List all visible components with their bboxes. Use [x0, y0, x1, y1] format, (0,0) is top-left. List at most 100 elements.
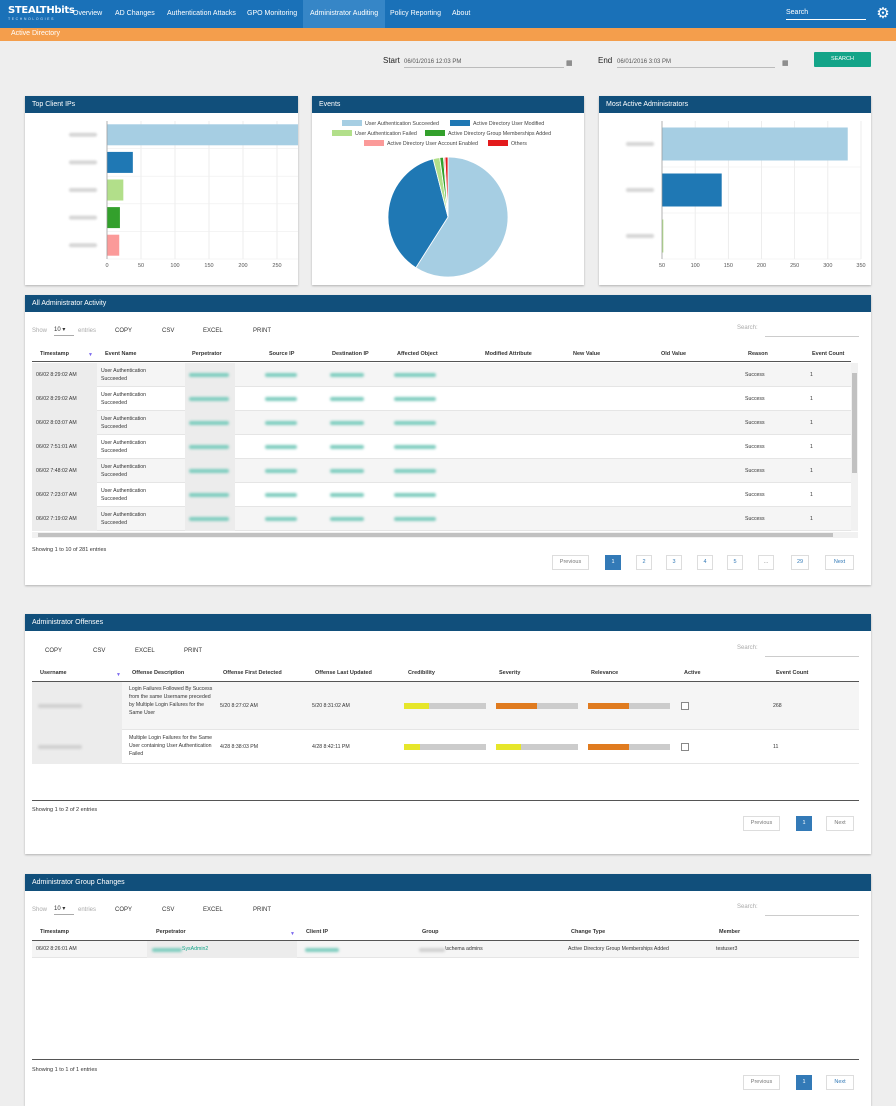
column-header[interactable]: Modified Attribute: [485, 351, 532, 357]
search-button[interactable]: SEARCH: [814, 52, 871, 67]
horizontal-scrollbar[interactable]: [32, 532, 858, 538]
perpetrator-redacted[interactable]: [189, 421, 229, 425]
column-header[interactable]: Offense Last Updated: [315, 670, 372, 676]
gear-icon[interactable]: ⚙: [876, 5, 890, 22]
end-date-input[interactable]: 06/01/2016 3:03 PM: [617, 56, 775, 68]
perpetrator-cell[interactable]: SysAdmin2: [182, 946, 209, 952]
page-button[interactable]: Next: [826, 816, 854, 831]
column-header[interactable]: Perpetrator: [192, 351, 222, 357]
destination-ip-redacted[interactable]: [330, 517, 364, 521]
excel-button[interactable]: EXCEL: [135, 648, 155, 654]
column-header[interactable]: Active: [684, 670, 701, 676]
sort-desc-icon[interactable]: ▼: [88, 352, 93, 358]
affected-object-redacted[interactable]: [394, 373, 436, 377]
page-button[interactable]: 29: [791, 555, 809, 570]
affected-object-redacted[interactable]: [394, 397, 436, 401]
print-button[interactable]: PRINT: [184, 648, 202, 654]
client-ip-redacted[interactable]: [305, 948, 339, 952]
copy-button[interactable]: COPY: [115, 907, 133, 913]
table-search-input[interactable]: [765, 325, 859, 337]
nav-about[interactable]: About: [452, 10, 471, 17]
page-button[interactable]: Previous: [743, 1075, 780, 1090]
page-button[interactable]: Next: [826, 1075, 854, 1090]
table-row[interactable]: 06/02 8:29:02 AM User Authentication Succ…: [32, 387, 851, 411]
csv-button[interactable]: CSV: [93, 648, 106, 654]
column-header[interactable]: Old Value: [661, 351, 687, 357]
table-row[interactable]: 06/02 7:19:02 AM User Authentication Succ…: [32, 507, 851, 531]
table-row[interactable]: 06/02 8:26:01 AM SysAdmin2 \schema admins A…: [32, 941, 859, 958]
table-search-input[interactable]: [765, 645, 859, 657]
column-header[interactable]: Timestamp: [40, 929, 69, 935]
page-button[interactable]: 1: [796, 816, 812, 831]
csv-button[interactable]: CSV: [162, 907, 175, 913]
source-ip-redacted[interactable]: [265, 421, 297, 425]
brand-logo[interactable]: STEALTHbits TECHNOLOGIES: [8, 5, 75, 21]
column-header[interactable]: Event Count: [776, 670, 809, 676]
nav-ad-changes[interactable]: AD Changes: [115, 10, 155, 17]
table-row[interactable]: 06/02 8:03:07 AM User Authentication Succ…: [32, 411, 851, 435]
column-header[interactable]: Member: [719, 929, 741, 935]
active-checkbox[interactable]: [681, 743, 689, 751]
page-button[interactable]: Previous: [552, 555, 589, 570]
destination-ip-redacted[interactable]: [330, 445, 364, 449]
page-button[interactable]: Previous: [743, 816, 780, 831]
column-header[interactable]: Credibility: [408, 670, 435, 676]
table-row[interactable]: Multiple Login Failures for the Same Use…: [32, 730, 859, 764]
print-button[interactable]: PRINT: [253, 328, 271, 334]
column-header[interactable]: Relevance: [591, 670, 619, 676]
column-header[interactable]: New Value: [573, 351, 601, 357]
affected-object-redacted[interactable]: [394, 421, 436, 425]
page-button[interactable]: ...: [758, 555, 774, 570]
source-ip-redacted[interactable]: [265, 445, 297, 449]
perpetrator-redacted[interactable]: [189, 469, 229, 473]
column-header[interactable]: Affected Object: [397, 351, 438, 357]
nav-gpo-monitoring[interactable]: GPO Monitoring: [247, 10, 298, 17]
perpetrator-redacted[interactable]: [189, 493, 229, 497]
nav-policy-reporting[interactable]: Policy Reporting: [390, 10, 441, 17]
source-ip-redacted[interactable]: [265, 397, 297, 401]
excel-button[interactable]: EXCEL: [203, 328, 223, 334]
column-header[interactable]: Username: [40, 670, 67, 676]
entries-select[interactable]: 10 ▾: [54, 905, 74, 915]
table-row[interactable]: 06/02 7:48:02 AM User Authentication Succ…: [32, 459, 851, 483]
source-ip-redacted[interactable]: [265, 469, 297, 473]
print-button[interactable]: PRINT: [253, 907, 271, 913]
source-ip-redacted[interactable]: [265, 373, 297, 377]
nav-administrator-auditing[interactable]: Administrator Auditing: [303, 0, 386, 28]
affected-object-redacted[interactable]: [394, 493, 436, 497]
sort-desc-icon[interactable]: ▼: [290, 931, 295, 937]
column-header[interactable]: Perpetrator: [156, 929, 186, 935]
active-checkbox[interactable]: [681, 702, 689, 710]
source-ip-redacted[interactable]: [265, 517, 297, 521]
sort-desc-icon[interactable]: ▼: [116, 672, 121, 678]
table-row[interactable]: Login Failures Followed By Success from …: [32, 682, 859, 730]
column-header[interactable]: Client IP: [306, 929, 329, 935]
csv-button[interactable]: CSV: [162, 328, 175, 334]
column-header[interactable]: Destination IP: [332, 351, 369, 357]
nav-search-input[interactable]: Search: [786, 8, 866, 20]
column-header[interactable]: Event Name: [105, 351, 137, 357]
page-button[interactable]: Next: [825, 555, 854, 570]
page-button[interactable]: 5: [727, 555, 743, 570]
destination-ip-redacted[interactable]: [330, 493, 364, 497]
destination-ip-redacted[interactable]: [330, 397, 364, 401]
perpetrator-redacted[interactable]: [189, 397, 229, 401]
username-redacted[interactable]: [38, 704, 82, 708]
page-button[interactable]: 3: [666, 555, 682, 570]
page-button[interactable]: 4: [697, 555, 713, 570]
table-row[interactable]: 06/02 8:29:02 AM User Authentication Succ…: [32, 363, 851, 387]
column-header[interactable]: Reason: [748, 351, 768, 357]
affected-object-redacted[interactable]: [394, 469, 436, 473]
entries-select[interactable]: 10 ▾: [54, 326, 74, 336]
table-row[interactable]: 06/02 7:23:07 AM User Authentication Succ…: [32, 483, 851, 507]
column-header[interactable]: Event Count: [812, 351, 845, 357]
affected-object-redacted[interactable]: [394, 445, 436, 449]
column-header[interactable]: Change Type: [571, 929, 606, 935]
perpetrator-redacted[interactable]: [189, 517, 229, 521]
copy-button[interactable]: COPY: [115, 328, 133, 334]
start-date-input[interactable]: 06/01/2016 12:03 PM: [404, 56, 564, 68]
perpetrator-redacted[interactable]: [189, 445, 229, 449]
end-calendar-icon[interactable]: ▦: [782, 60, 789, 67]
copy-button[interactable]: COPY: [45, 648, 63, 654]
column-header[interactable]: Offense Description: [132, 670, 185, 676]
